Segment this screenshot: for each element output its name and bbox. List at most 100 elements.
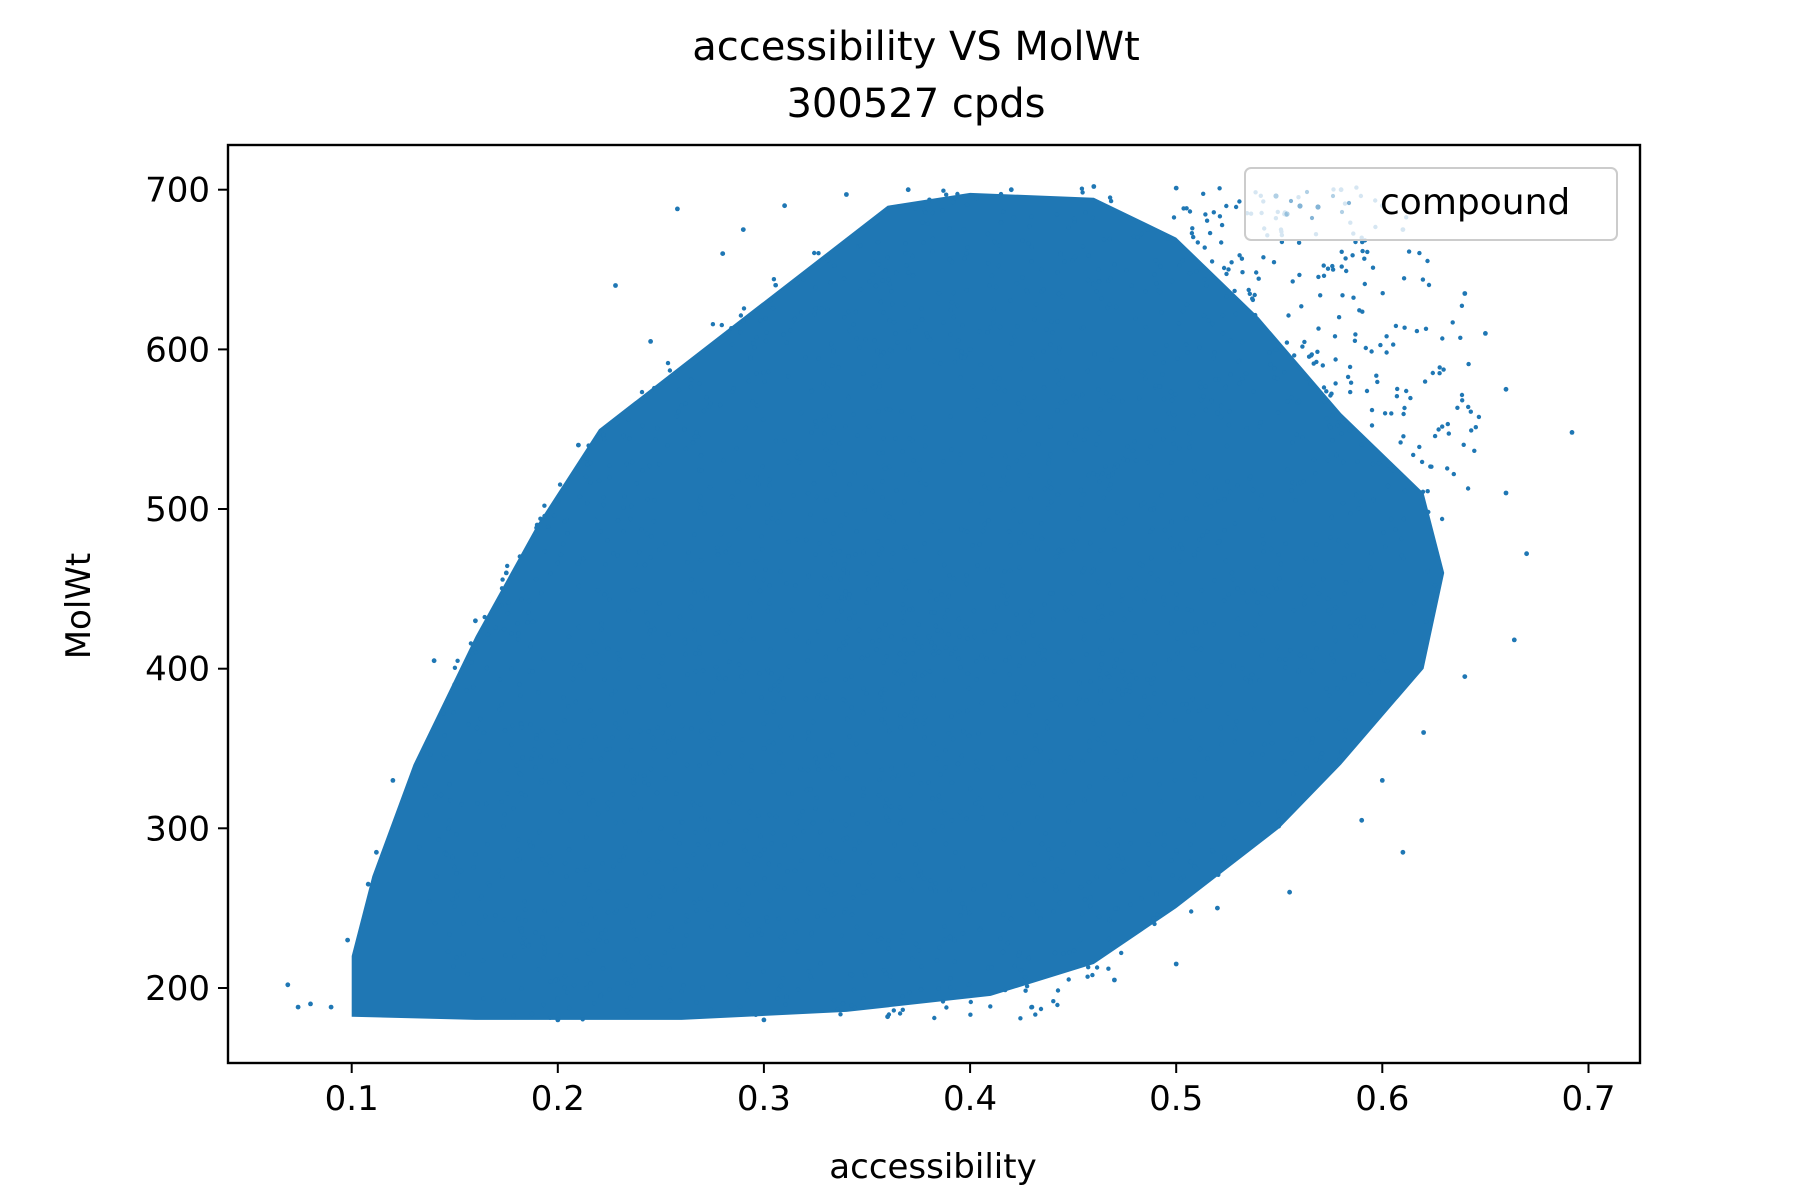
y-axis-label: MolWt	[59, 553, 99, 660]
data-point	[815, 914, 820, 919]
data-point	[767, 482, 772, 488]
data-point	[806, 737, 811, 742]
data-point	[1102, 741, 1108, 746]
data-point	[870, 488, 875, 494]
data-point	[559, 917, 564, 923]
data-point	[570, 661, 575, 666]
data-point	[1031, 394, 1037, 400]
data-point	[822, 908, 827, 913]
data-point	[1103, 842, 1109, 848]
data-point	[615, 518, 621, 523]
data-point	[285, 982, 291, 988]
data-point	[928, 589, 933, 594]
data-point	[998, 250, 1004, 255]
data-point	[1302, 339, 1307, 345]
data-point	[1098, 548, 1103, 553]
data-point	[1060, 869, 1065, 874]
data-point	[1205, 756, 1210, 761]
data-point	[974, 659, 979, 664]
data-point	[1191, 552, 1197, 557]
data-point	[468, 641, 474, 646]
data-point	[1088, 679, 1093, 684]
data-point	[566, 847, 572, 852]
data-point	[965, 636, 970, 641]
data-point	[887, 407, 893, 412]
data-point	[1132, 808, 1138, 814]
data-point	[931, 358, 937, 364]
data-point	[842, 315, 847, 320]
data-point	[1369, 349, 1374, 354]
data-point	[891, 1008, 896, 1013]
data-point	[583, 474, 589, 479]
data-point	[792, 316, 797, 322]
data-point	[1171, 441, 1177, 446]
data-point	[1344, 543, 1350, 549]
data-point	[1115, 842, 1121, 848]
data-point	[1161, 436, 1166, 442]
data-point	[1129, 669, 1135, 674]
data-point	[832, 561, 837, 567]
data-point	[540, 727, 545, 733]
data-point	[962, 905, 967, 911]
data-point	[894, 270, 899, 276]
data-point	[754, 474, 759, 480]
data-point	[591, 723, 597, 728]
data-point	[993, 623, 998, 628]
data-point	[867, 932, 873, 937]
data-point	[850, 895, 856, 900]
data-point	[1116, 687, 1121, 692]
data-point	[1111, 395, 1116, 400]
data-point	[998, 487, 1003, 492]
data-point	[509, 666, 514, 671]
data-point	[880, 495, 885, 500]
data-point	[1426, 509, 1431, 515]
data-point	[970, 543, 975, 548]
data-point	[482, 614, 487, 620]
data-point	[662, 950, 667, 955]
data-point	[914, 718, 919, 723]
data-point	[1015, 691, 1020, 696]
data-point	[1185, 350, 1190, 355]
data-point	[1276, 817, 1282, 823]
data-point	[613, 688, 618, 694]
data-point	[1107, 398, 1112, 403]
data-point	[1292, 481, 1297, 487]
data-point	[919, 317, 925, 322]
data-point	[944, 1005, 949, 1010]
data-point	[1070, 538, 1076, 544]
data-point	[605, 889, 611, 894]
data-point	[1001, 474, 1006, 479]
data-point	[943, 645, 949, 650]
data-point	[877, 552, 882, 557]
data-point	[780, 764, 786, 769]
data-point	[692, 830, 698, 835]
data-point	[1131, 234, 1137, 239]
data-point	[1113, 749, 1119, 755]
data-point	[882, 706, 887, 711]
data-point	[1190, 226, 1195, 231]
data-point	[1395, 386, 1400, 392]
data-point	[1097, 479, 1102, 484]
data-point	[706, 735, 712, 740]
data-point	[914, 696, 919, 701]
data-point	[554, 730, 560, 735]
data-point	[1383, 544, 1388, 549]
data-point	[1226, 422, 1232, 428]
data-point	[1259, 653, 1264, 658]
legend-marker-dot	[1284, 211, 1290, 217]
data-point	[761, 746, 767, 751]
data-point	[1095, 473, 1100, 478]
data-point	[820, 883, 825, 888]
data-point	[1036, 651, 1041, 656]
data-point	[1120, 398, 1125, 404]
data-point	[454, 871, 459, 876]
data-point	[666, 928, 672, 933]
data-point	[918, 781, 924, 786]
data-point	[1189, 608, 1194, 613]
data-point	[1234, 719, 1239, 724]
data-point	[840, 1001, 846, 1006]
data-point	[987, 283, 992, 288]
data-point	[1185, 607, 1190, 612]
data-point	[877, 384, 882, 389]
data-point	[1192, 770, 1197, 775]
